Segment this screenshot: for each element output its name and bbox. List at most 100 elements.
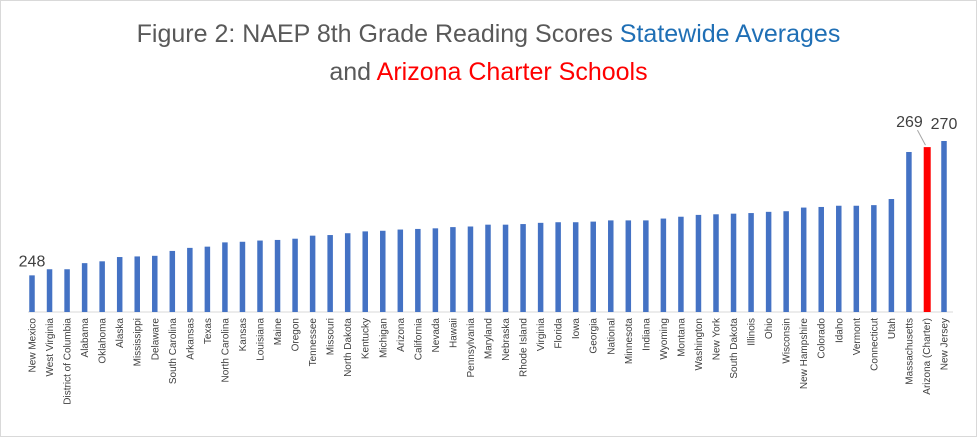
bar-nebraska	[502, 224, 509, 312]
bar-north-carolina	[222, 242, 228, 312]
x-tick-arizona: Arizona	[396, 318, 407, 352]
data-label-new-jersey: 270	[931, 116, 958, 133]
bar-iowa	[572, 222, 579, 312]
bar-district-of-columbia	[64, 269, 70, 312]
bar-west-virginia	[46, 269, 53, 312]
bar-mississippi	[134, 256, 140, 312]
bar-south-dakota	[730, 213, 737, 312]
bar-oregon	[292, 238, 298, 312]
x-tick-pennsylvania: Pennsylvania	[466, 318, 477, 378]
bar-wisconsin	[783, 211, 789, 312]
chart-title-line-2: and Arizona Charter Schools	[0, 58, 977, 87]
x-tick-utah: Utah	[887, 318, 898, 339]
title-and: and	[329, 58, 377, 86]
x-tick-montana: Montana	[676, 318, 687, 357]
x-tick-vermont: Vermont	[852, 318, 863, 355]
title-statewide-averages: Statewide Averages	[619, 20, 841, 48]
bar-massachusetts	[906, 151, 912, 312]
bar-national	[608, 220, 614, 312]
x-tick-labels: New Mexico West Virginia District of Colum…	[28, 317, 951, 405]
bar-nevada	[432, 228, 439, 312]
bar-florida	[555, 222, 561, 312]
bar-indiana	[643, 220, 649, 312]
bar-arizona-charter	[923, 147, 931, 312]
bars-group	[29, 141, 947, 313]
x-tick-south-carolina: South Carolina	[168, 318, 179, 385]
x-tick-wyoming: Wyoming	[659, 318, 670, 360]
bar-tennessee	[309, 235, 316, 312]
title-prefix: Figure 2: NAEP 8th Grade Reading Scores	[136, 20, 620, 48]
title-arizona-charter: Arizona Charter Schools	[376, 58, 648, 86]
x-tick-michigan: Michigan	[378, 318, 389, 358]
bar-minnesota	[625, 220, 632, 312]
bar-oklahoma	[99, 261, 105, 312]
x-tick-west-virginia: West Virginia	[45, 318, 56, 377]
x-tick-louisiana: Louisiana	[256, 318, 267, 361]
bar-vermont	[853, 205, 860, 312]
bar-california	[415, 228, 421, 312]
x-tick-wisconsin: Wisconsin	[782, 318, 793, 364]
data-label-arizona-charter: 269	[896, 114, 923, 131]
x-tick-maryland: Maryland	[484, 318, 495, 359]
bar-louisiana	[257, 240, 263, 312]
bar-colorado	[818, 206, 824, 312]
x-tick-kentucky: Kentucky	[361, 318, 372, 359]
bar-georgia	[590, 221, 596, 312]
bar-kansas	[239, 241, 246, 312]
x-tick-alaska: Alaska	[115, 318, 126, 348]
data-labels: 248 269 270	[19, 114, 958, 270]
x-tick-district-of-columbia: District of Columbia	[63, 318, 74, 405]
bar-maine	[274, 239, 281, 312]
bar-alaska	[116, 257, 123, 312]
bar-delaware	[152, 255, 158, 312]
x-tick-delaware: Delaware	[150, 318, 161, 361]
x-tick-indiana: Indiana	[641, 318, 652, 351]
x-tick-new-jersey: New Jersey	[940, 318, 951, 370]
bar-north-dakota	[344, 233, 351, 312]
bar-hawaii	[450, 227, 456, 312]
data-label-new-mexico: 248	[19, 253, 46, 270]
x-tick-iowa: Iowa	[571, 318, 582, 340]
x-tick-mississippi: Mississippi	[133, 318, 144, 366]
x-tick-oregon: Oregon	[291, 318, 302, 351]
x-tick-south-dakota: South Dakota	[729, 318, 740, 379]
x-tick-missouri: Missouri	[326, 318, 337, 355]
x-tick-hawaii: Hawaii	[448, 318, 459, 348]
x-tick-arizona-charter: Arizona (Charter)	[922, 318, 933, 395]
bar-wyoming	[660, 218, 667, 312]
x-tick-rhode-island: Rhode Island	[519, 318, 530, 377]
bar-montana	[678, 216, 684, 312]
x-tick-minnesota: Minnesota	[624, 318, 635, 365]
bar-ohio	[765, 211, 772, 312]
x-tick-tennessee: Tennessee	[308, 318, 319, 367]
data-label-leader-line	[917, 129, 926, 146]
x-tick-nebraska: Nebraska	[501, 318, 512, 361]
bar-arizona	[397, 229, 404, 312]
chart-title-line-1: Figure 2: NAEP 8th Grade Reading Scores …	[0, 20, 977, 49]
bar-utah	[888, 199, 895, 312]
bar-connecticut	[871, 205, 877, 313]
x-tick-texas: Texas	[203, 318, 214, 344]
x-tick-massachusetts: Massachusetts	[904, 318, 915, 385]
bar-rhode-island	[520, 224, 526, 312]
bar-missouri	[327, 235, 333, 312]
x-tick-new-york: New York	[712, 317, 723, 360]
x-tick-north-dakota: North Dakota	[343, 318, 354, 377]
x-tick-nevada: Nevada	[431, 318, 442, 353]
bar-illinois	[748, 213, 754, 312]
bar-idaho	[836, 205, 842, 312]
x-tick-illinois: Illinois	[747, 318, 758, 346]
x-tick-alabama: Alabama	[80, 318, 91, 358]
x-tick-new-mexico: New Mexico	[28, 318, 39, 373]
bar-new-mexico	[29, 275, 35, 312]
x-tick-washington: Washington	[694, 318, 705, 370]
x-tick-oklahoma: Oklahoma	[98, 318, 109, 364]
bar-new-york	[713, 214, 719, 312]
bar-maryland	[485, 224, 491, 312]
bar-new-hampshire	[800, 207, 807, 312]
x-tick-idaho: Idaho	[834, 318, 845, 343]
x-tick-kansas: Kansas	[238, 318, 249, 351]
x-tick-new-hampshire: New Hampshire	[799, 318, 810, 390]
